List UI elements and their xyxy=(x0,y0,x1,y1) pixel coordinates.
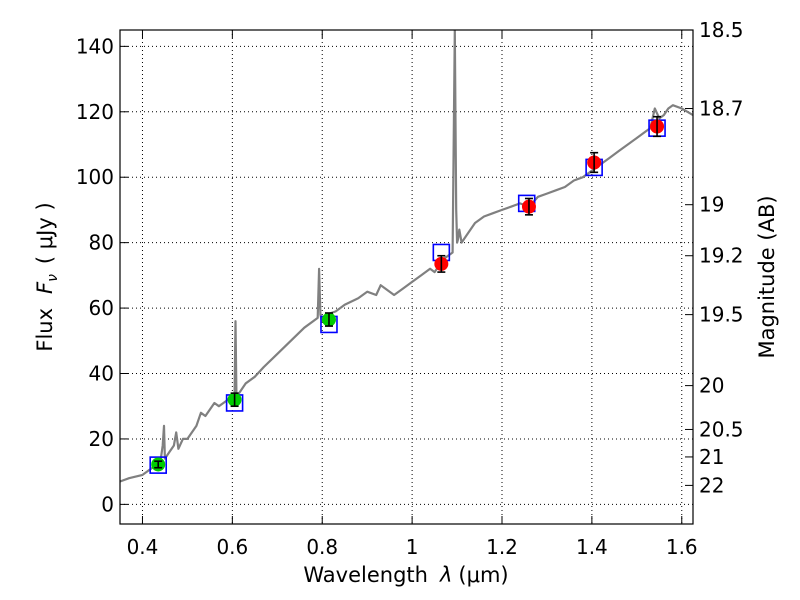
mag-tick-label: 21 xyxy=(699,445,724,469)
mag-tick-label: 19 xyxy=(699,193,724,217)
x-tick-label: 1.4 xyxy=(576,535,608,559)
y-tick-label: 40 xyxy=(89,362,114,386)
model-square xyxy=(149,456,167,474)
x-tick-label: 1.6 xyxy=(666,535,698,559)
mag-tick-label: 19.2 xyxy=(699,244,744,268)
mag-tick-label: 18.5 xyxy=(699,18,744,42)
x-tick-label: 1 xyxy=(406,535,419,559)
spectrum-line xyxy=(120,30,693,483)
y-tick-label: 100 xyxy=(76,165,114,189)
right-axis-label: Magnitude (AB) xyxy=(755,195,779,358)
x-tick-label: 0.8 xyxy=(306,535,338,559)
y-tick-label: 0 xyxy=(101,492,114,516)
x-tick-label: 0.6 xyxy=(216,535,248,559)
y-tick-label: 20 xyxy=(89,427,114,451)
mag-tick-label: 18.7 xyxy=(699,97,744,121)
y-axis-label: FluxFν( μJy ) xyxy=(33,202,61,351)
mag-tick-label: 20 xyxy=(699,374,724,398)
y-tick-label: 140 xyxy=(76,34,114,58)
y-tick-label: 60 xyxy=(89,296,114,320)
y-tick-label: 80 xyxy=(89,231,114,255)
plot-frame xyxy=(119,29,694,525)
y-tick-label: 120 xyxy=(76,100,114,124)
x-tick-label: 0.4 xyxy=(127,535,159,559)
plot-area xyxy=(120,30,693,483)
x-tick-label: 1.2 xyxy=(486,535,518,559)
mag-tick-label: 20.5 xyxy=(699,417,744,441)
mag-tick-label: 19.5 xyxy=(699,303,744,327)
axis-ticks: 0.4 0.6 0.8 1 1.2 1.4 1.6 0 20 40 60 80 100 120 140 18.… xyxy=(76,18,744,559)
x-axis-label: Wavelength λ (μm) xyxy=(303,563,508,587)
mag-tick-label: 22 xyxy=(699,473,724,497)
